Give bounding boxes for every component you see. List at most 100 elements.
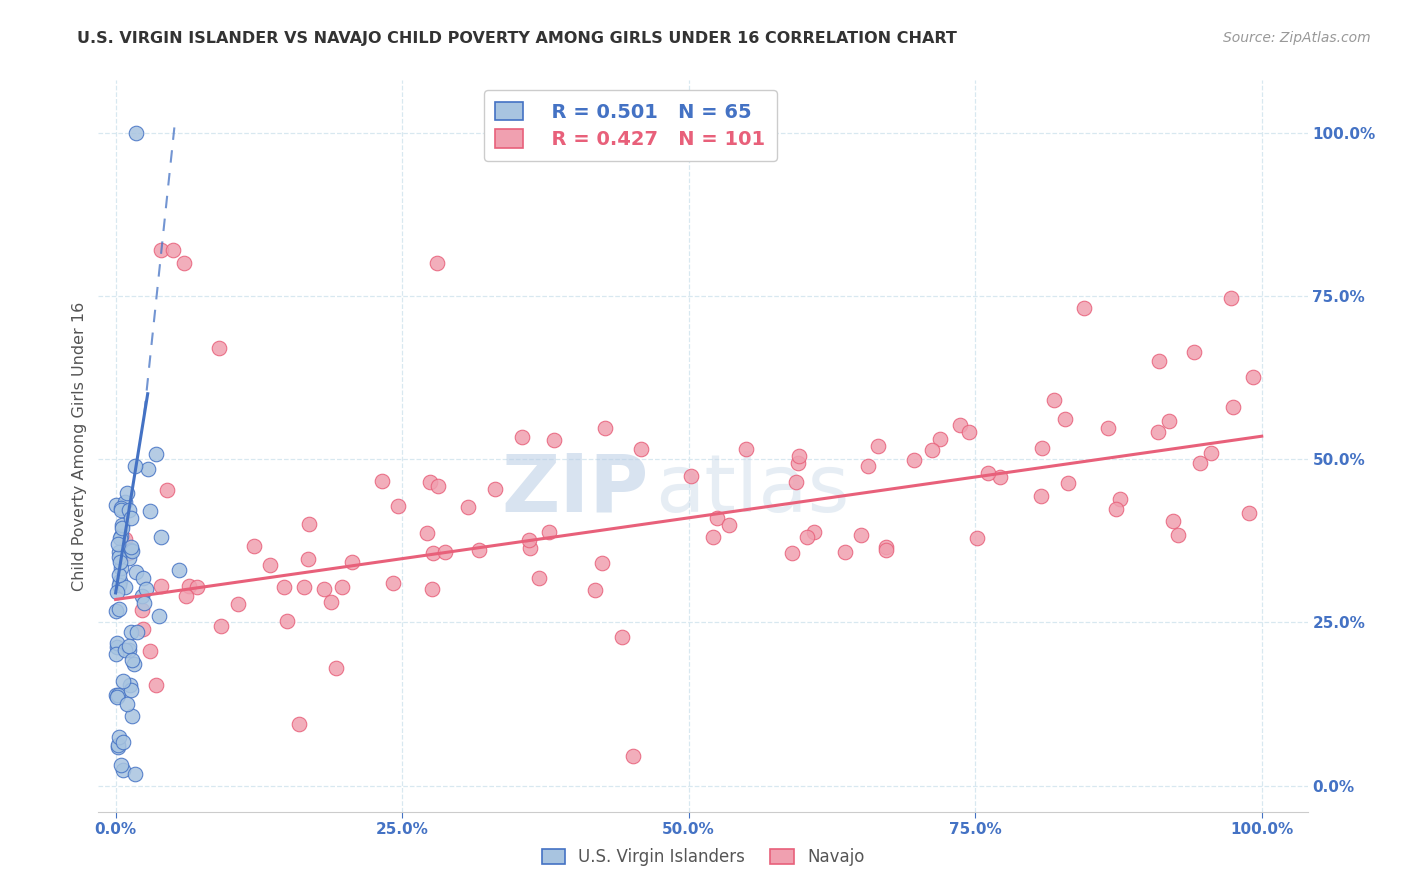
Point	[422, 546, 444, 560]
Point	[1161, 514, 1184, 528]
Point	[966, 531, 988, 545]
Point	[114, 532, 136, 546]
Point	[1109, 491, 1132, 506]
Text: Source: ZipAtlas.com: Source: ZipAtlas.com	[1223, 31, 1371, 45]
Point	[1043, 392, 1066, 407]
Point	[124, 459, 146, 474]
Point	[297, 551, 319, 566]
Point	[434, 545, 457, 559]
Point	[292, 580, 315, 594]
Point	[510, 430, 533, 444]
Point	[1073, 301, 1095, 316]
Point	[420, 582, 443, 596]
Point	[340, 555, 363, 569]
Point	[591, 557, 613, 571]
Legend:   R = 0.501   N = 65,   R = 0.427   N = 101: R = 0.501 N = 65, R = 0.427 N = 101	[484, 90, 778, 161]
Point	[121, 544, 143, 558]
Point	[527, 571, 550, 585]
Point	[1146, 425, 1168, 439]
Point	[118, 639, 141, 653]
Point	[108, 730, 131, 744]
Point	[949, 418, 972, 433]
Point	[484, 482, 506, 496]
Point	[117, 546, 139, 560]
Point	[787, 449, 810, 463]
Point	[104, 688, 127, 702]
Point	[139, 644, 162, 658]
Point	[702, 530, 724, 544]
Point	[679, 468, 702, 483]
Point	[150, 578, 173, 592]
Point	[118, 678, 141, 692]
Point	[321, 595, 343, 609]
Text: atlas: atlas	[655, 450, 849, 529]
Point	[118, 550, 141, 565]
Point	[104, 604, 127, 618]
Point	[427, 479, 450, 493]
Point	[1241, 369, 1264, 384]
Point	[1222, 400, 1244, 414]
Point	[208, 341, 231, 355]
Point	[107, 740, 129, 755]
Point	[517, 533, 540, 548]
Point	[209, 619, 232, 633]
Point	[1056, 475, 1078, 490]
Point	[117, 486, 139, 500]
Point	[226, 597, 249, 611]
Point	[273, 580, 295, 594]
Point	[107, 567, 129, 582]
Point	[114, 495, 136, 509]
Point	[416, 526, 439, 541]
Point	[929, 432, 952, 446]
Point	[834, 545, 856, 559]
Point	[259, 558, 281, 573]
Point	[148, 608, 170, 623]
Point	[288, 716, 311, 731]
Point	[468, 542, 491, 557]
Point	[1031, 489, 1053, 503]
Point	[621, 749, 644, 764]
Point	[135, 582, 157, 596]
Point	[717, 517, 740, 532]
Point	[110, 531, 132, 545]
Point	[105, 636, 128, 650]
Point	[298, 517, 321, 532]
Point	[243, 539, 266, 553]
Point	[111, 763, 134, 777]
Point	[856, 458, 879, 473]
Point	[110, 758, 132, 772]
Point	[173, 256, 195, 270]
Point	[107, 537, 129, 551]
Point	[108, 574, 131, 588]
Point	[114, 580, 136, 594]
Point	[519, 541, 541, 555]
Point	[177, 579, 200, 593]
Point	[457, 500, 479, 514]
Point	[630, 442, 652, 457]
Point	[425, 256, 447, 270]
Point	[875, 541, 897, 555]
Point	[610, 630, 633, 644]
Point	[121, 511, 143, 525]
Point	[1053, 411, 1076, 425]
Point	[849, 528, 872, 542]
Point	[1182, 345, 1205, 359]
Point	[111, 517, 134, 532]
Point	[1157, 414, 1180, 428]
Point	[162, 243, 184, 257]
Point	[706, 511, 728, 525]
Point	[105, 640, 128, 654]
Point	[145, 678, 167, 692]
Point	[1189, 456, 1212, 470]
Point	[125, 565, 148, 579]
Point	[150, 243, 173, 257]
Point	[381, 575, 404, 590]
Point	[186, 580, 208, 594]
Point	[796, 530, 818, 544]
Point	[371, 474, 394, 488]
Point	[104, 498, 127, 512]
Point	[115, 698, 138, 712]
Point	[593, 421, 616, 435]
Legend: U.S. Virgin Islanders, Navajo: U.S. Virgin Islanders, Navajo	[533, 840, 873, 875]
Point	[120, 683, 142, 698]
